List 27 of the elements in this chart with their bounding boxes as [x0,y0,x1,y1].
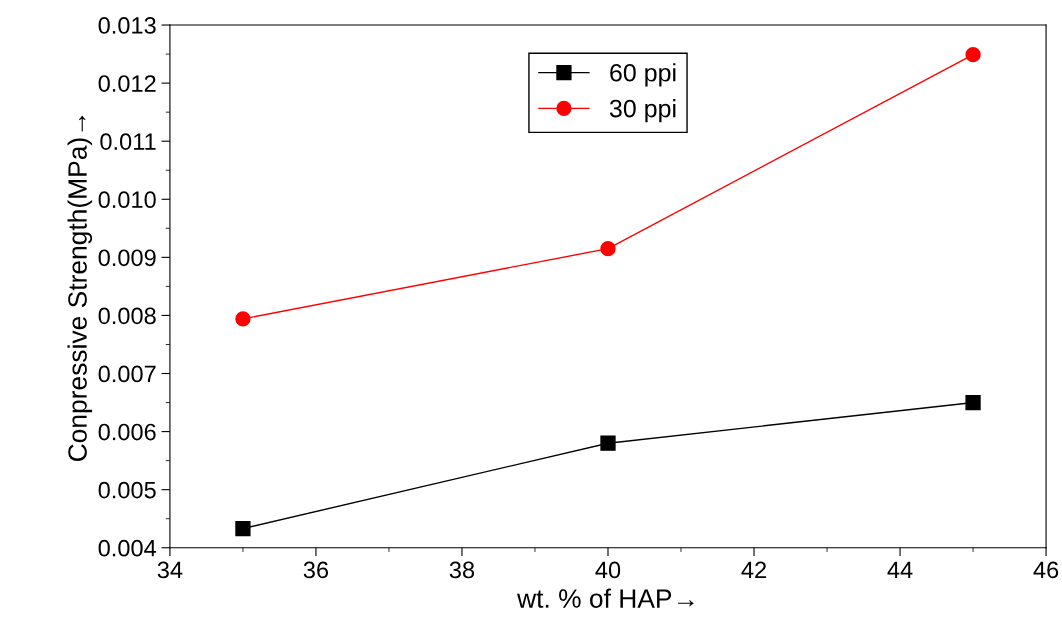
point [600,435,616,451]
y-tick-label: 0.009 [98,249,156,267]
y-axis-title: Conpressive Strength(MPa)→ [67,115,93,462]
y-tick-label: 0.013 [98,17,156,34]
point [965,394,981,411]
point [235,311,251,327]
x-tick-label: 36 [303,561,329,579]
point [600,241,616,257]
x-tick-label: 40 [595,561,621,579]
x-tick-label: 44 [887,561,913,579]
legend-label: 30 ppi [609,99,676,123]
y-tick-label: 0.011 [100,133,156,150]
y-tick-label: 0.007 [98,365,156,383]
y-tick-label: 0.010 [98,191,156,209]
x-tick-label: 46 [1033,561,1059,579]
x-tick-label: 34 [157,561,183,579]
y-tick-label: 0.004 [98,539,157,557]
y-tick-label: 0.008 [98,307,156,325]
point [965,47,981,63]
y-tick-label: 0.005 [98,481,156,499]
x-tick-label: 42 [741,561,766,579]
y-tick-label: 0.012 [98,75,156,92]
legend-label: 60 ppi [610,63,676,87]
x-axis-title: wt. % of HAP→ [517,588,694,608]
x-tick-label: 38 [449,561,475,579]
y-tick-label: 0.006 [98,423,156,441]
point [235,520,251,537]
